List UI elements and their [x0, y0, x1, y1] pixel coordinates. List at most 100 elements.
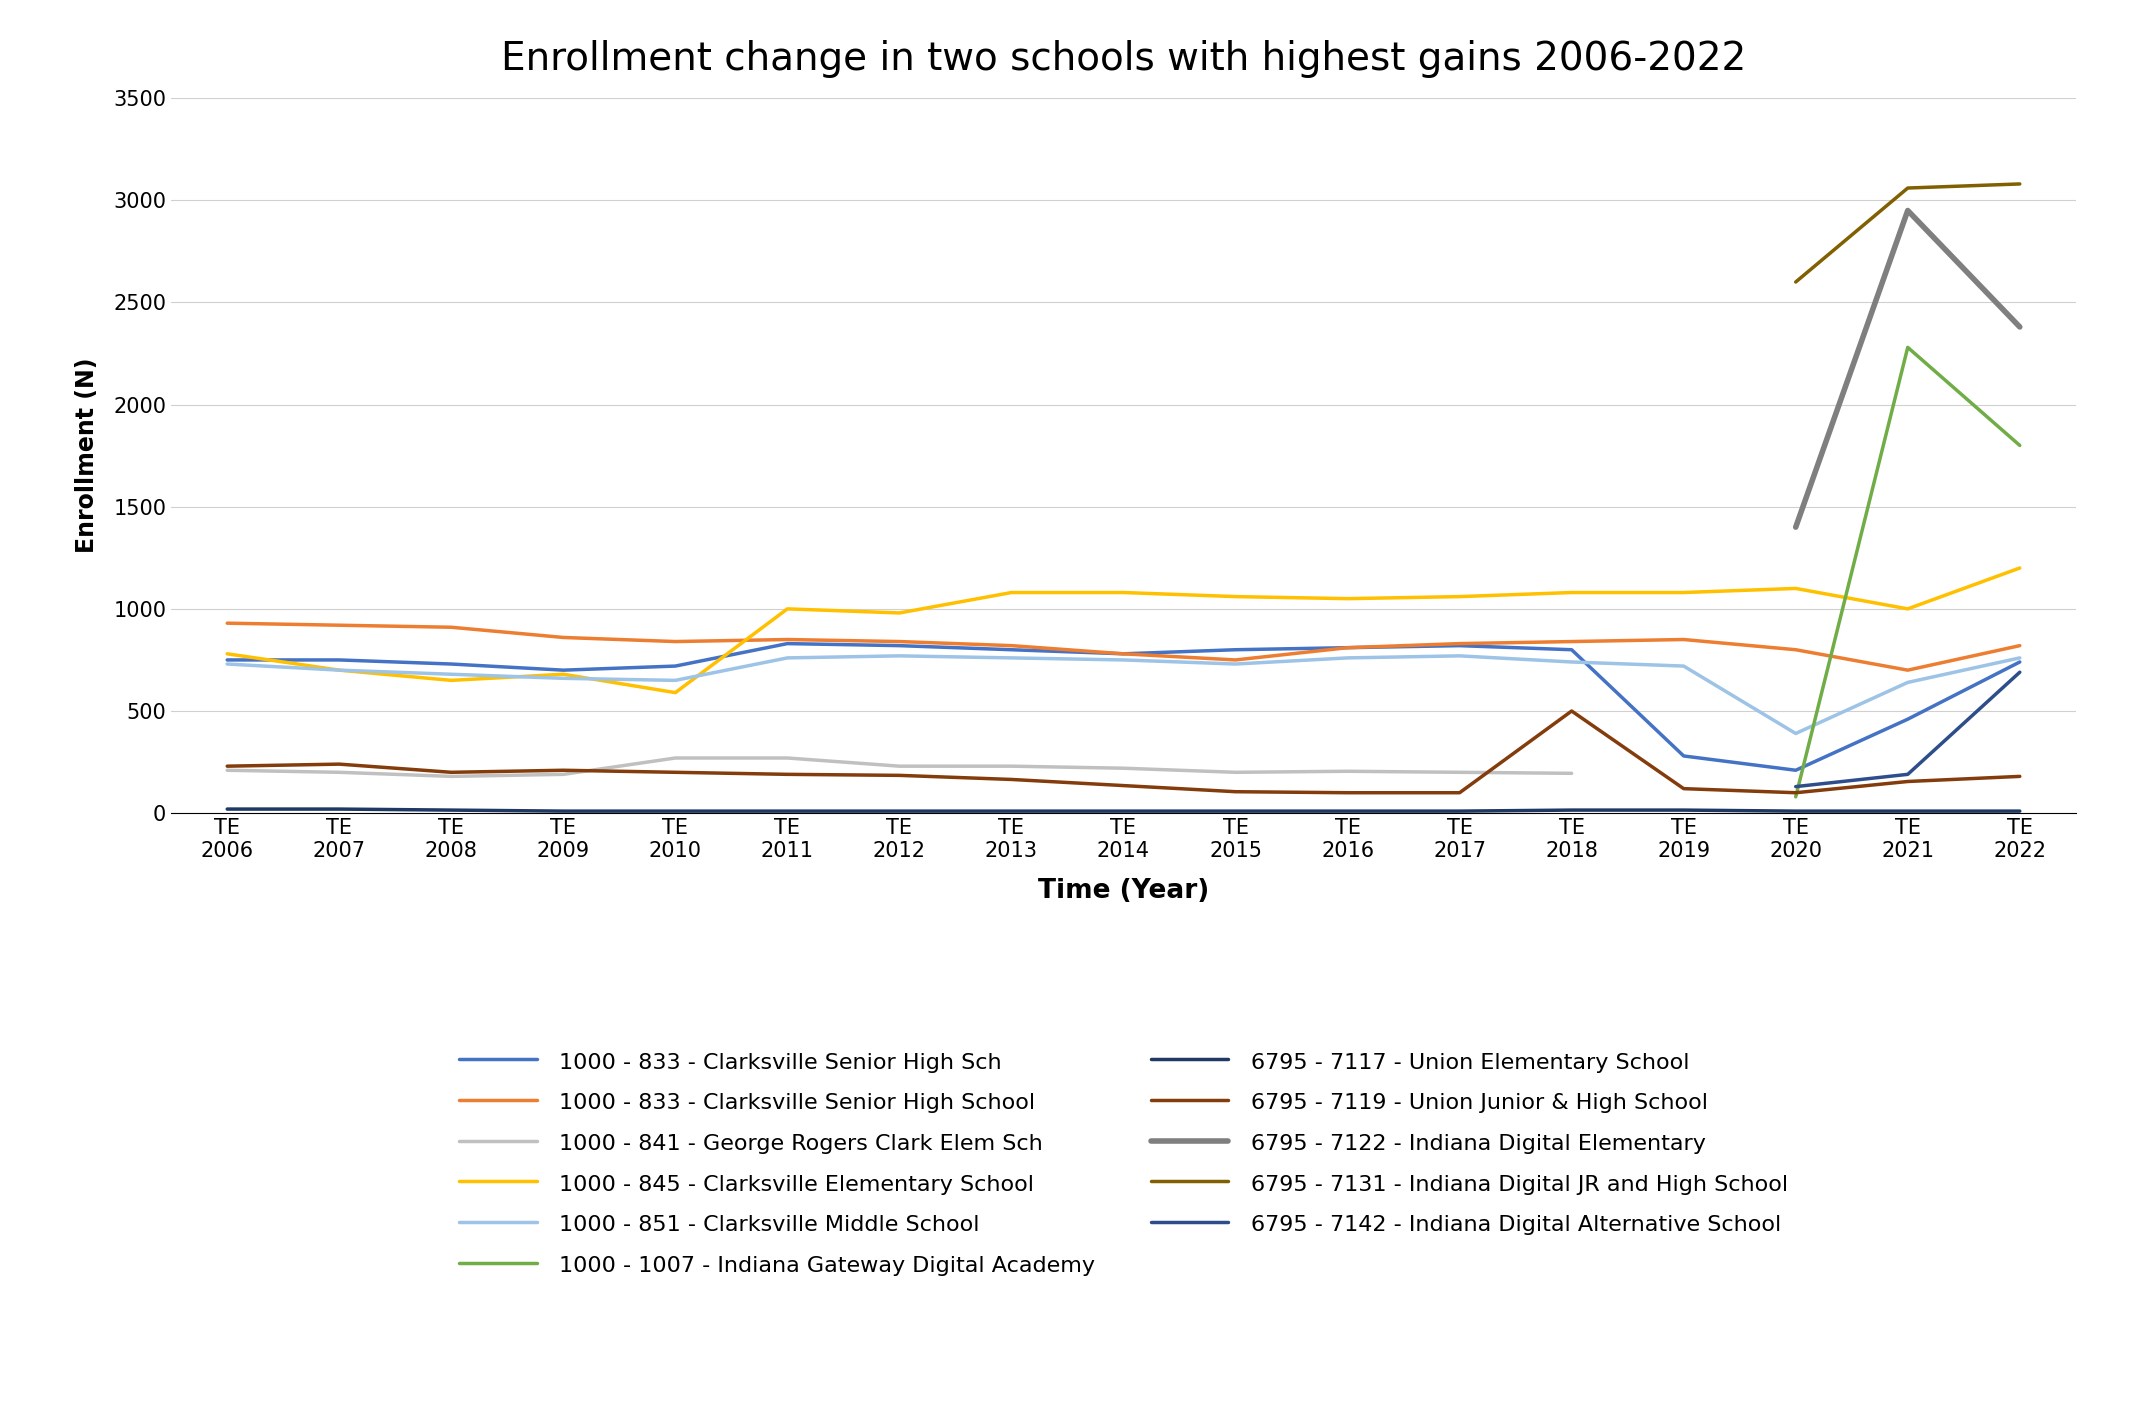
1000 - 841 - George Rogers Clark Elem Sch — [1335, 763, 1361, 780]
6795 - 7142 - Indiana Digital Alternative School — [2007, 663, 2033, 680]
1000 - 851 - Clarksville Middle School — [2007, 649, 2033, 666]
1000 - 841 - George Rogers Clark Elem Sch — [886, 757, 912, 774]
1000 - 841 - George Rogers Clark Elem Sch — [1222, 764, 1248, 781]
1000 - 851 - Clarksville Middle School — [1222, 656, 1248, 673]
6795 - 7122 - Indiana Digital Elementary — [1894, 202, 1920, 219]
6795 - 7131 - Indiana Digital JR and High School — [2007, 175, 2033, 192]
6795 - 7117 - Union Elementary School — [439, 802, 464, 819]
1000 - 833 - Clarksville Senior High School — [2007, 638, 2033, 655]
1000 - 851 - Clarksville Middle School — [1558, 653, 1584, 670]
6795 - 7131 - Indiana Digital JR and High School — [1894, 179, 1920, 196]
1000 - 841 - George Rogers Clark Elem Sch — [439, 768, 464, 785]
Line: 1000 - 833 - Clarksville Senior High Sch: 1000 - 833 - Clarksville Senior High Sch — [227, 644, 2020, 770]
6795 - 7117 - Union Elementary School — [327, 801, 353, 817]
Line: 6795 - 7117 - Union Elementary School: 6795 - 7117 - Union Elementary School — [227, 809, 2020, 812]
6795 - 7119 - Union Junior & High School — [1558, 702, 1584, 719]
1000 - 845 - Clarksville Elementary School — [439, 672, 464, 688]
1000 - 845 - Clarksville Elementary School — [1894, 600, 1920, 617]
1000 - 845 - Clarksville Elementary School — [1111, 585, 1136, 601]
6795 - 7119 - Union Junior & High School — [2007, 768, 2033, 785]
6795 - 7117 - Union Elementary School — [1335, 803, 1361, 820]
6795 - 7117 - Union Elementary School — [775, 803, 800, 820]
1000 - 851 - Clarksville Middle School — [1783, 725, 1808, 742]
6795 - 7117 - Union Elementary School — [1447, 803, 1472, 820]
1000 - 845 - Clarksville Elementary School — [886, 604, 912, 621]
X-axis label: Time (Year): Time (Year) — [1038, 878, 1209, 904]
1000 - 845 - Clarksville Elementary School — [1783, 580, 1808, 597]
1000 - 851 - Clarksville Middle School — [1671, 658, 1697, 674]
1000 - 833 - Clarksville Senior High School — [327, 617, 353, 634]
6795 - 7117 - Union Elementary School — [1894, 803, 1920, 820]
Line: 6795 - 7119 - Union Junior & High School: 6795 - 7119 - Union Junior & High School — [227, 711, 2020, 792]
1000 - 851 - Clarksville Middle School — [999, 649, 1025, 666]
1000 - 845 - Clarksville Elementary School — [214, 645, 240, 662]
Line: 1000 - 845 - Clarksville Elementary School: 1000 - 845 - Clarksville Elementary Scho… — [227, 568, 2020, 693]
6795 - 7119 - Union Junior & High School — [439, 764, 464, 781]
6795 - 7119 - Union Junior & High School — [663, 764, 689, 781]
1000 - 833 - Clarksville Senior High Sch — [1222, 641, 1248, 658]
6795 - 7117 - Union Elementary School — [663, 803, 689, 820]
1000 - 841 - George Rogers Clark Elem Sch — [1558, 765, 1584, 782]
6795 - 7119 - Union Junior & High School — [214, 757, 240, 774]
6795 - 7117 - Union Elementary School — [1671, 802, 1697, 819]
1000 - 851 - Clarksville Middle School — [1335, 649, 1361, 666]
6795 - 7119 - Union Junior & High School — [886, 767, 912, 784]
6795 - 7142 - Indiana Digital Alternative School — [1783, 778, 1808, 795]
1000 - 851 - Clarksville Middle School — [550, 670, 576, 687]
1000 - 833 - Clarksville Senior High School — [1111, 645, 1136, 662]
1000 - 833 - Clarksville Senior High Sch — [550, 662, 576, 679]
Line: 1000 - 833 - Clarksville Senior High School: 1000 - 833 - Clarksville Senior High Sch… — [227, 622, 2020, 670]
1000 - 841 - George Rogers Clark Elem Sch — [999, 757, 1025, 774]
1000 - 845 - Clarksville Elementary School — [1222, 589, 1248, 606]
6795 - 7122 - Indiana Digital Elementary — [1783, 519, 1808, 536]
1000 - 833 - Clarksville Senior High Sch — [327, 652, 353, 669]
1000 - 833 - Clarksville Senior High School — [1671, 631, 1697, 648]
6795 - 7119 - Union Junior & High School — [1894, 773, 1920, 789]
1000 - 833 - Clarksville Senior High School — [1222, 652, 1248, 669]
1000 - 845 - Clarksville Elementary School — [1335, 590, 1361, 607]
6795 - 7117 - Union Elementary School — [999, 803, 1025, 820]
6795 - 7117 - Union Elementary School — [214, 801, 240, 817]
1000 - 833 - Clarksville Senior High Sch — [663, 658, 689, 674]
6795 - 7117 - Union Elementary School — [1222, 803, 1248, 820]
1000 - 841 - George Rogers Clark Elem Sch — [1447, 764, 1472, 781]
6795 - 7119 - Union Junior & High School — [1111, 777, 1136, 794]
6795 - 7119 - Union Junior & High School — [327, 756, 353, 773]
1000 - 833 - Clarksville Senior High Sch — [2007, 653, 2033, 670]
1000 - 833 - Clarksville Senior High School — [886, 634, 912, 651]
1000 - 845 - Clarksville Elementary School — [327, 662, 353, 679]
1000 - 833 - Clarksville Senior High School — [1335, 639, 1361, 656]
1000 - 833 - Clarksville Senior High School — [1447, 635, 1472, 652]
1000 - 851 - Clarksville Middle School — [1447, 648, 1472, 665]
1000 - 1007 - Indiana Gateway Digital Academy — [2007, 437, 2033, 454]
1000 - 833 - Clarksville Senior High Sch — [1335, 639, 1361, 656]
6795 - 7119 - Union Junior & High School — [999, 771, 1025, 788]
1000 - 845 - Clarksville Elementary School — [2007, 559, 2033, 576]
1000 - 833 - Clarksville Senior High Sch — [775, 635, 800, 652]
6795 - 7117 - Union Elementary School — [1783, 803, 1808, 820]
1000 - 851 - Clarksville Middle School — [439, 666, 464, 683]
1000 - 841 - George Rogers Clark Elem Sch — [663, 750, 689, 767]
6795 - 7122 - Indiana Digital Elementary — [2007, 318, 2033, 335]
Line: 6795 - 7142 - Indiana Digital Alternative School: 6795 - 7142 - Indiana Digital Alternativ… — [1795, 672, 2020, 787]
1000 - 833 - Clarksville Senior High School — [1558, 634, 1584, 651]
1000 - 833 - Clarksville Senior High School — [214, 614, 240, 631]
6795 - 7117 - Union Elementary School — [886, 803, 912, 820]
1000 - 845 - Clarksville Elementary School — [1558, 585, 1584, 601]
1000 - 833 - Clarksville Senior High Sch — [1783, 761, 1808, 778]
Line: 6795 - 7122 - Indiana Digital Elementary: 6795 - 7122 - Indiana Digital Elementary — [1795, 210, 2020, 527]
1000 - 851 - Clarksville Middle School — [327, 662, 353, 679]
1000 - 841 - George Rogers Clark Elem Sch — [214, 761, 240, 778]
1000 - 851 - Clarksville Middle School — [775, 649, 800, 666]
1000 - 833 - Clarksville Senior High Sch — [1671, 747, 1697, 764]
1000 - 851 - Clarksville Middle School — [1111, 652, 1136, 669]
1000 - 833 - Clarksville Senior High School — [1894, 662, 1920, 679]
6795 - 7119 - Union Junior & High School — [1671, 781, 1697, 798]
1000 - 833 - Clarksville Senior High Sch — [1894, 711, 1920, 728]
1000 - 841 - George Rogers Clark Elem Sch — [775, 750, 800, 767]
6795 - 7119 - Union Junior & High School — [1222, 784, 1248, 801]
1000 - 851 - Clarksville Middle School — [663, 672, 689, 688]
1000 - 851 - Clarksville Middle School — [886, 648, 912, 665]
Line: 1000 - 851 - Clarksville Middle School: 1000 - 851 - Clarksville Middle School — [227, 656, 2020, 733]
Title: Enrollment change in two schools with highest gains 2006-2022: Enrollment change in two schools with hi… — [501, 41, 1746, 79]
